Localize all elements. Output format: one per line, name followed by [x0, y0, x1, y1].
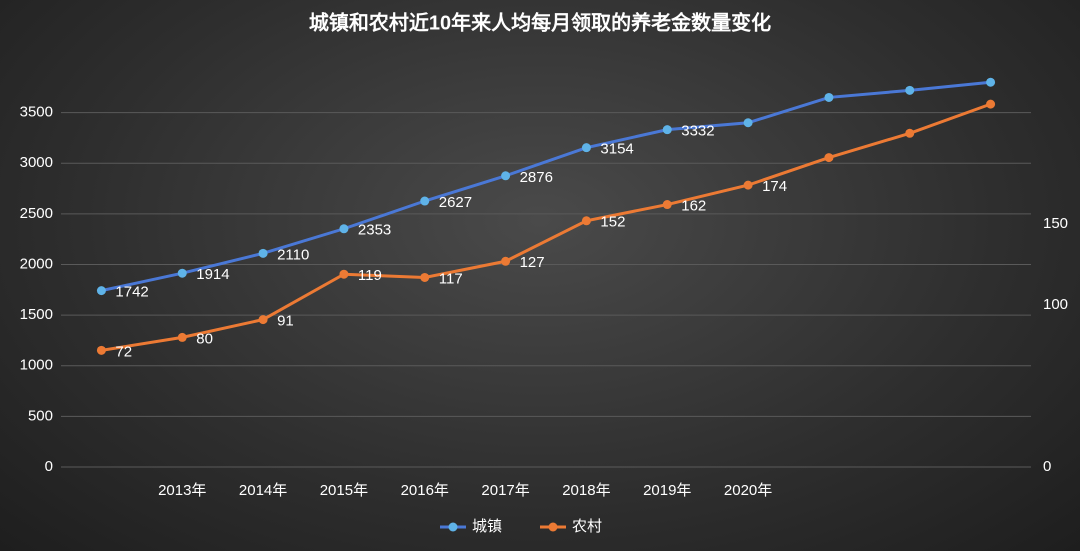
point	[905, 85, 915, 95]
data-label: 127	[520, 254, 545, 271]
legend-marker	[448, 522, 458, 532]
point	[581, 216, 591, 226]
point	[177, 332, 187, 342]
point	[905, 128, 915, 138]
point	[662, 200, 672, 210]
point	[581, 143, 591, 153]
chart-title: 城镇和农村近10年来人均每月领取的养老金数量变化	[309, 10, 771, 34]
x-tick-label: 2014年	[239, 482, 287, 499]
series-line	[101, 102, 992, 352]
point	[501, 256, 511, 266]
data-label: 72	[115, 343, 132, 360]
point	[824, 153, 834, 163]
y-tick-label: 0	[45, 458, 53, 475]
data-label: 2876	[520, 169, 553, 186]
point	[258, 248, 268, 258]
y-tick-label: 3500	[20, 104, 53, 121]
point	[96, 345, 106, 355]
point	[258, 315, 268, 325]
x-tick-label: 2016年	[401, 482, 449, 499]
data-label: 1914	[196, 266, 229, 283]
point	[986, 77, 996, 87]
data-label: 3154	[600, 141, 633, 158]
data-label: 2110	[277, 246, 309, 263]
point	[96, 286, 106, 296]
legend-label: 城镇	[472, 518, 502, 535]
data-label: 80	[196, 330, 213, 347]
point	[662, 125, 672, 135]
x-tick-label: 2017年	[481, 482, 529, 499]
series-line	[101, 80, 991, 293]
data-label: 1742	[115, 284, 148, 301]
point	[177, 268, 187, 278]
y-tick-label: 2500	[20, 205, 53, 222]
x-tick-label: 2020年	[724, 482, 772, 499]
point	[420, 272, 430, 282]
data-label: 2353	[358, 222, 391, 239]
legend-marker	[548, 522, 558, 532]
data-label: 2627	[439, 194, 472, 211]
legend-label: 农村	[572, 518, 602, 535]
point	[501, 171, 511, 181]
data-label: 91	[277, 313, 294, 330]
point	[743, 118, 753, 128]
data-label: 117	[439, 270, 463, 287]
data-label: 152	[600, 214, 625, 231]
y2-tick-label: 0	[1043, 458, 1051, 475]
data-label: 119	[358, 267, 382, 284]
point	[743, 180, 753, 190]
x-tick-label: 2015年	[320, 482, 368, 499]
x-tick-label: 2013年	[158, 482, 206, 499]
y2-tick-label: 150	[1043, 215, 1068, 232]
x-tick-label: 2019年	[643, 482, 691, 499]
y-tick-label: 1000	[20, 357, 53, 374]
y-tick-label: 500	[28, 407, 53, 424]
y2-tick-label: 100	[1043, 296, 1068, 313]
data-label: 3332	[681, 123, 714, 140]
point	[339, 269, 349, 279]
point	[824, 92, 834, 102]
y-tick-label: 1500	[20, 306, 53, 323]
point	[986, 99, 996, 109]
y-tick-label: 2000	[20, 255, 53, 272]
point	[420, 196, 430, 206]
x-tick-label: 2018年	[562, 482, 610, 499]
y-tick-label: 3000	[20, 154, 53, 171]
data-label: 162	[681, 198, 706, 215]
data-label: 174	[762, 178, 787, 195]
point	[339, 224, 349, 234]
